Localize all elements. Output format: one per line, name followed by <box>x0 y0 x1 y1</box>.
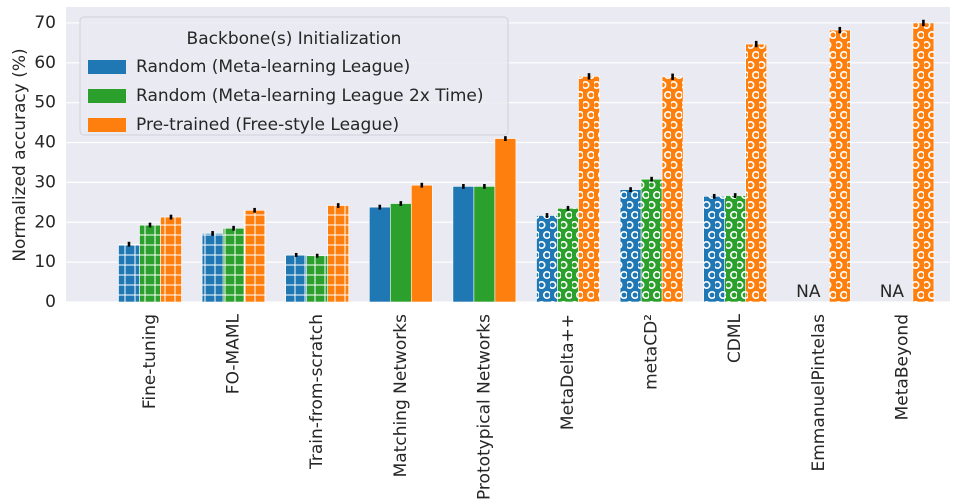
y-tick-label: 0 <box>45 292 56 312</box>
legend-label: Random (Meta-learning League) <box>136 57 410 77</box>
legend-swatch <box>88 89 126 103</box>
missing-label: NA <box>796 282 821 302</box>
bar-hatch <box>327 205 349 302</box>
y-tick-label: 30 <box>34 172 56 192</box>
bar-hatch <box>202 233 224 302</box>
bar-hatch <box>285 254 307 302</box>
bar-hatch <box>557 208 579 302</box>
bar-hatch <box>703 196 725 302</box>
x-tick-label: MetaBeyond <box>892 314 912 420</box>
x-tick-label: Fine-tuning <box>140 314 160 409</box>
bar-hatch <box>118 244 140 302</box>
bar <box>473 186 496 303</box>
bar <box>494 138 517 303</box>
bar-hatch <box>578 76 600 302</box>
y-tick-label: 10 <box>34 252 56 272</box>
bar-hatch <box>244 210 266 302</box>
bar-hatch <box>620 189 642 302</box>
bar-hatch <box>829 30 851 303</box>
bar-hatch <box>745 44 767 302</box>
x-tick-label: CDML <box>725 313 745 363</box>
bar-hatch <box>724 195 746 302</box>
y-axis-label: Normalized accuracy (%) <box>10 48 30 261</box>
bar-hatch <box>536 215 558 302</box>
x-tick-label: FO-MAML <box>224 313 244 394</box>
bar-hatch <box>160 217 182 302</box>
y-tick-label: 40 <box>34 133 56 153</box>
bar <box>410 184 433 303</box>
y-tick-label: 60 <box>34 53 56 73</box>
legend-swatch <box>88 118 126 132</box>
bar <box>389 203 412 303</box>
x-tick-label: Prototypical Networks <box>474 314 494 500</box>
legend-swatch <box>88 60 126 74</box>
bar <box>368 206 391 303</box>
x-tick-label: Matching Networks <box>391 314 411 478</box>
bar-hatch <box>662 76 684 302</box>
bar <box>452 186 475 303</box>
bar-hatch <box>912 22 934 302</box>
missing-label: NA <box>880 282 905 302</box>
y-tick-label: 70 <box>34 13 56 33</box>
legend-label: Random (Meta-learning League 2x Time) <box>136 86 484 106</box>
x-tick-label: MetaDelta++ <box>558 314 578 430</box>
bar-hatch <box>223 228 245 302</box>
bar-hatch <box>641 179 663 302</box>
legend-box <box>79 16 509 136</box>
legend-title: Backbone(s) Initialization <box>187 29 402 49</box>
legend-label: Pre-trained (Free-style League) <box>136 115 399 135</box>
y-tick-label: 20 <box>34 212 56 232</box>
x-tick-label: EmmanuelPintelas <box>809 314 829 472</box>
bar-hatch <box>139 225 161 302</box>
x-tick-label: Train-from-scratch <box>307 314 327 470</box>
y-tick-label: 50 <box>34 93 56 113</box>
bar-hatch <box>306 255 328 302</box>
x-tick-label: metaCD² <box>642 314 662 390</box>
